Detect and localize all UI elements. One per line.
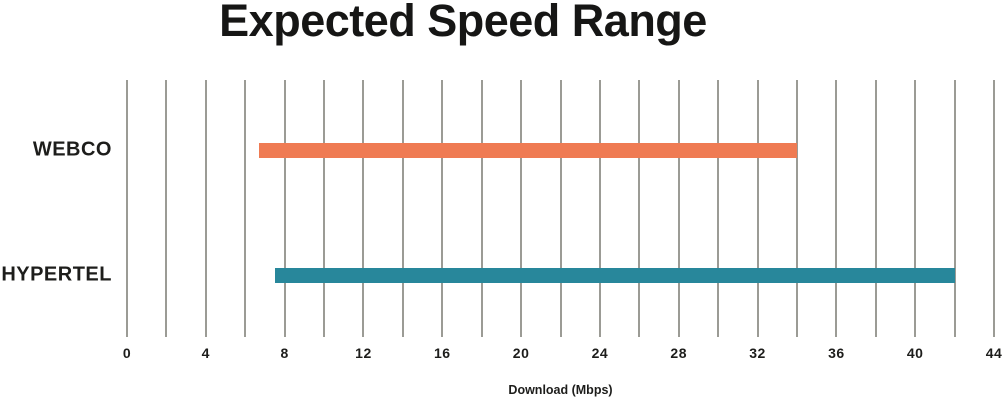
x-tick-label: 0 bbox=[122, 345, 132, 361]
gridline bbox=[756, 80, 759, 337]
gridline bbox=[874, 80, 877, 337]
gridline bbox=[598, 80, 601, 337]
gridline bbox=[441, 80, 444, 337]
gridline bbox=[165, 80, 168, 337]
x-axis-label: Download (Mbps) bbox=[508, 383, 613, 397]
gridline bbox=[993, 80, 995, 337]
x-tick-label: 16 bbox=[433, 345, 451, 361]
x-tick-label: 4 bbox=[201, 345, 210, 361]
gridline bbox=[677, 80, 680, 337]
gridline bbox=[204, 80, 207, 337]
chart-title: Expected Speed Range bbox=[219, 0, 707, 46]
x-tick-label: 24 bbox=[591, 345, 609, 361]
category-label-hypertel: HYPERTEL bbox=[1, 263, 112, 286]
gridline bbox=[283, 80, 286, 337]
x-tick-label: 20 bbox=[512, 345, 530, 361]
x-tick-label: 12 bbox=[355, 345, 372, 361]
gridline bbox=[126, 80, 128, 337]
gridline bbox=[638, 80, 641, 337]
gridline bbox=[401, 80, 404, 337]
category-label-webco: WEBCO bbox=[32, 138, 112, 161]
gridline bbox=[835, 80, 838, 337]
gridline bbox=[559, 80, 562, 337]
x-tick-label: 40 bbox=[906, 345, 924, 361]
range-bar-webco bbox=[259, 143, 797, 158]
gridline bbox=[795, 80, 798, 337]
plot-area: Download (Mbps) WEBCO HYPERTEL 0 4 8 12 16 20 24… bbox=[1, 80, 1002, 397]
gridline bbox=[323, 80, 326, 337]
gridline bbox=[362, 80, 365, 337]
x-tick-label: 44 bbox=[985, 345, 1003, 361]
gridline bbox=[717, 80, 720, 337]
x-tick-label: 32 bbox=[749, 345, 766, 361]
gridline bbox=[244, 80, 247, 337]
range-bar-hypertel bbox=[274, 268, 955, 283]
x-tick-label: 36 bbox=[828, 345, 845, 361]
x-tick-label: 8 bbox=[280, 345, 289, 361]
gridline bbox=[520, 80, 523, 337]
gridline bbox=[480, 80, 483, 337]
gridline bbox=[953, 80, 956, 337]
x-tick-label: 28 bbox=[670, 345, 688, 361]
gridline bbox=[914, 80, 917, 337]
